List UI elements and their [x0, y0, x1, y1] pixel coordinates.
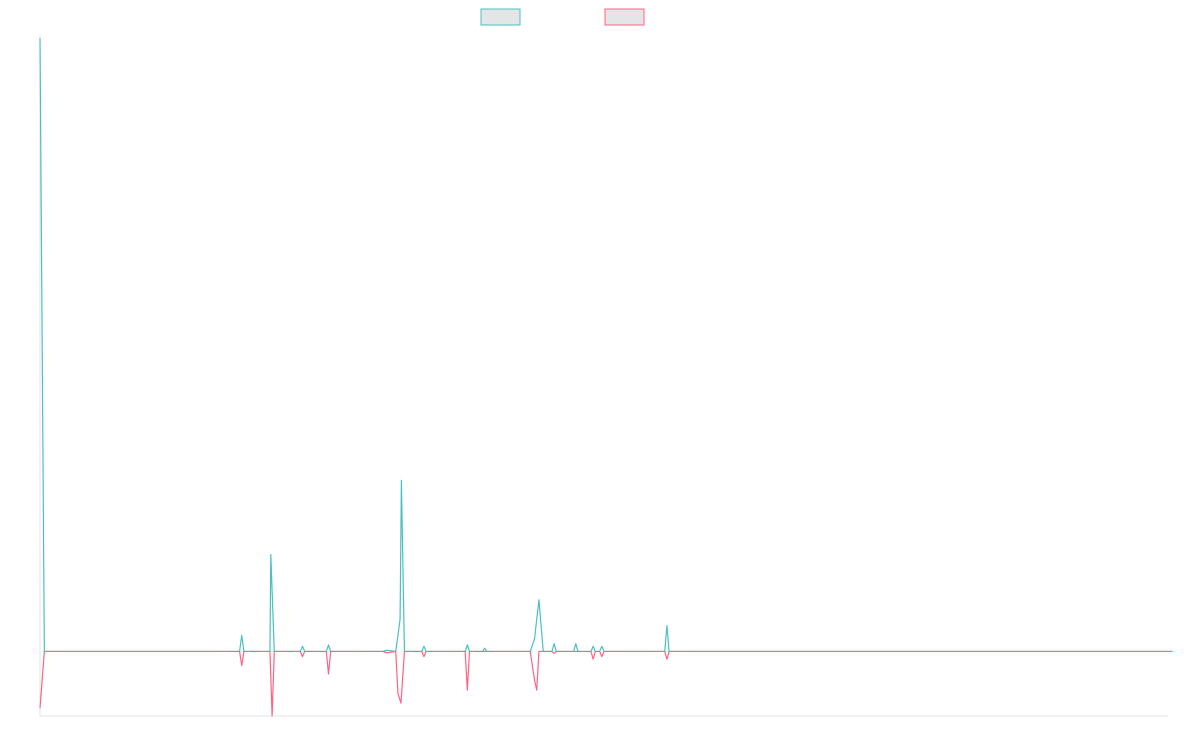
series-line-1 — [39, 38, 1173, 653]
series-line-2 — [39, 650, 1173, 717]
legend-swatch-1[interactable] — [480, 8, 521, 26]
plot-area — [39, 35, 1173, 717]
legend-swatch-2[interactable] — [604, 8, 645, 26]
legend[interactable] — [480, 8, 645, 26]
